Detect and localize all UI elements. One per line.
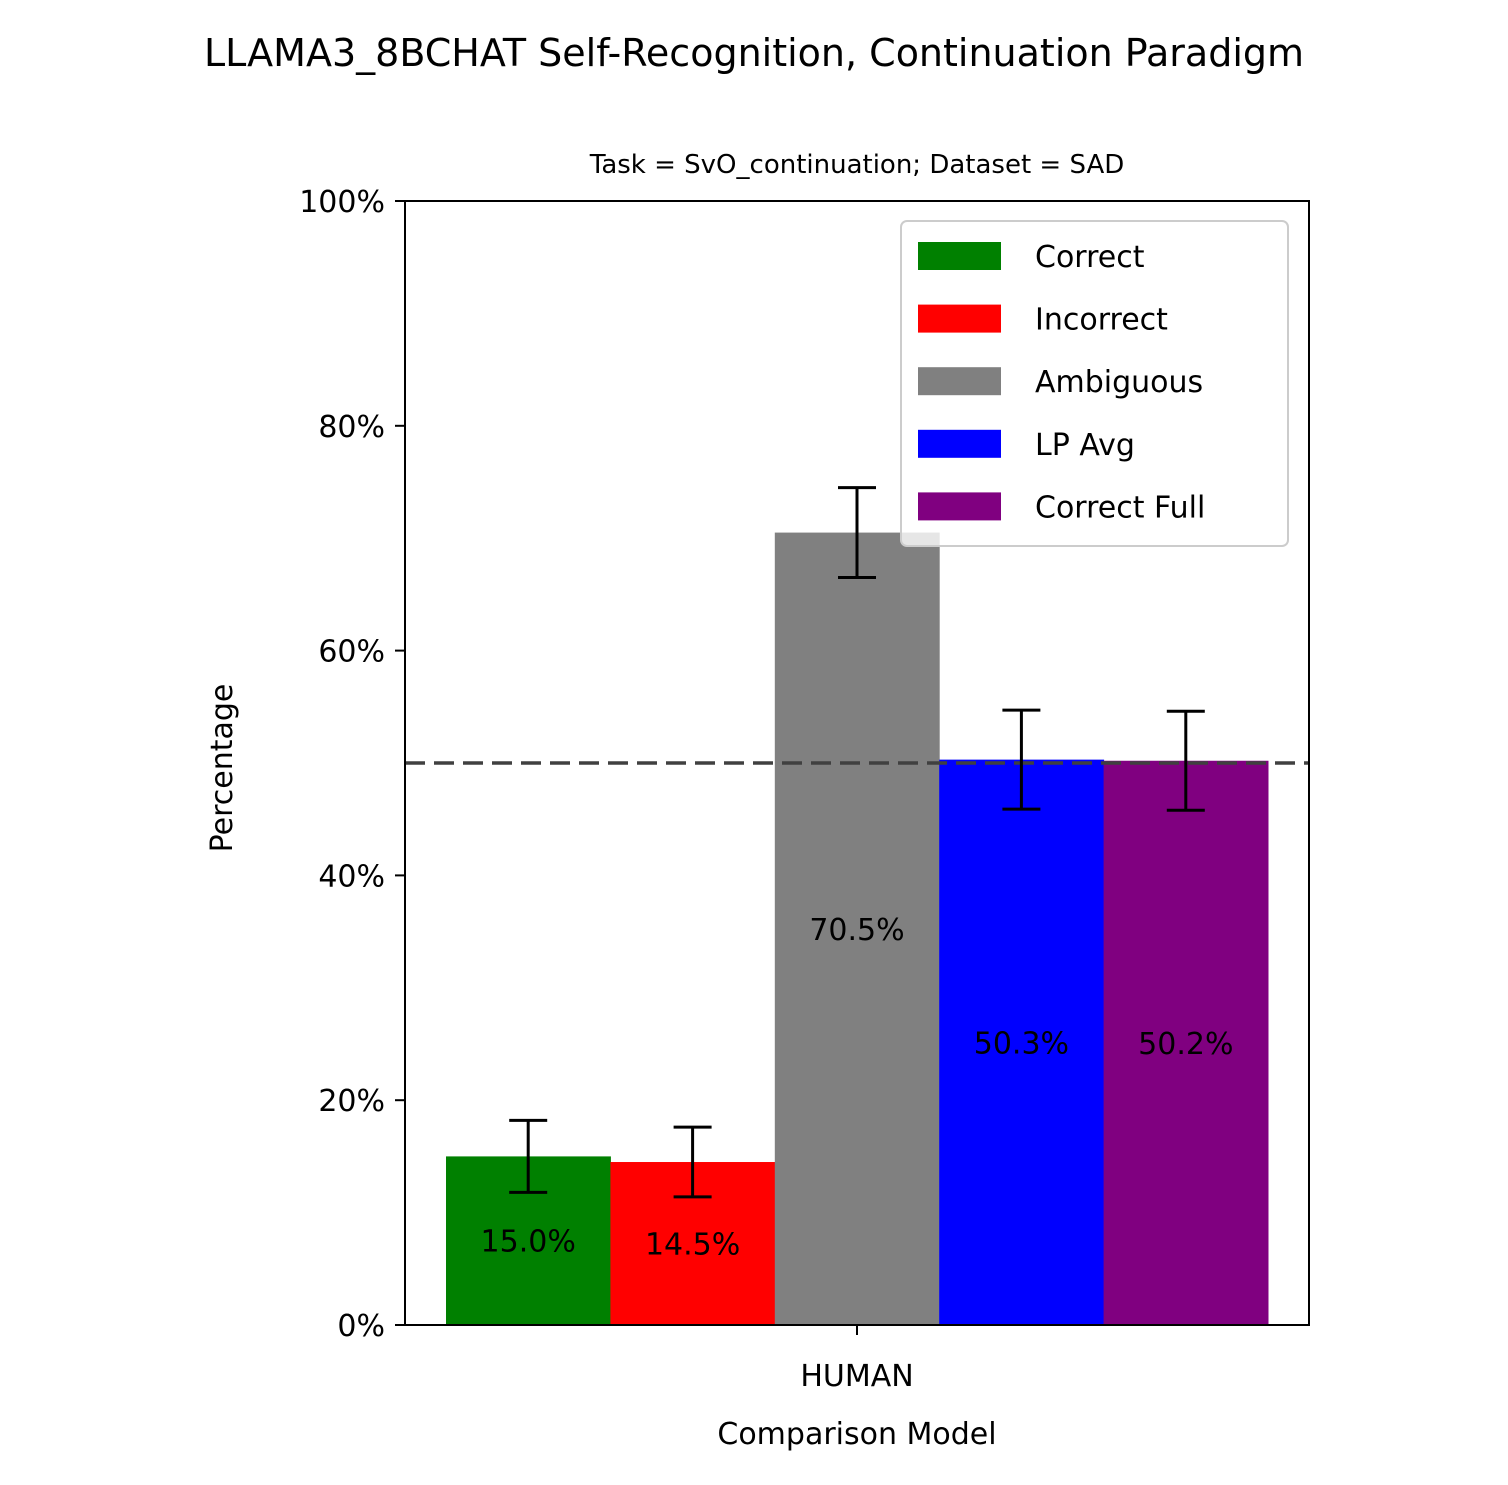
bar-labels-layer: 15.0% 14.5% 70.5% 50.3% 50.2%	[481, 913, 1234, 1263]
bar-correct-full	[1103, 760, 1269, 1325]
y-tick-label: 40%	[318, 859, 385, 894]
legend-swatch-correct	[918, 242, 1001, 270]
bar-value-label: 50.3%	[974, 1026, 1069, 1061]
x-axis-label: Comparison Model	[717, 1417, 996, 1452]
legend-entry: Correct	[1035, 240, 1145, 275]
y-tick-label: 0%	[337, 1309, 385, 1344]
bar-value-label: 14.5%	[645, 1228, 740, 1263]
bar-value-label: 15.0%	[481, 1225, 576, 1260]
y-tick-label: 100%	[299, 185, 385, 220]
legend-swatch-incorrect	[918, 304, 1001, 333]
legend-entry: Ambiguous	[1035, 365, 1203, 400]
legend-swatch-correct-full	[918, 492, 1001, 521]
bar-value-label: 70.5%	[809, 913, 904, 948]
legend-entry: Correct Full	[1035, 490, 1205, 525]
legend-swatch-lp-avg	[918, 429, 1001, 458]
y-tick-label: 80%	[318, 410, 385, 445]
legend-entry: Incorrect	[1035, 303, 1168, 338]
y-tick-label: 20%	[318, 1084, 385, 1119]
bar-ambiguous	[774, 532, 940, 1325]
legend-swatch-ambiguous	[918, 367, 1001, 396]
legend-entry: LP Avg	[1035, 428, 1135, 463]
y-tick-label: 60%	[318, 635, 385, 670]
bar-lp-avg	[939, 759, 1105, 1325]
chart-subtitle: Task = SvO_continuation; Dataset = SAD	[589, 150, 1125, 180]
chart-title: LLAMA3_8BCHAT Self-Recognition, Continua…	[204, 31, 1304, 75]
bars-layer	[446, 532, 1269, 1325]
legend-box	[900, 220, 1289, 547]
error-bars-layer	[509, 486, 1205, 1199]
legend: Correct Incorrect Ambiguous LP Avg Correct F…	[900, 220, 1289, 547]
y-axis: 0% 20% 40% 60% 80% 100%	[299, 185, 405, 1344]
y-axis-label: Percentage	[205, 684, 240, 853]
x-tick-label: HUMAN	[800, 1359, 913, 1394]
x-axis: HUMAN	[800, 1325, 914, 1394]
bar-value-label: 50.2%	[1138, 1027, 1233, 1062]
